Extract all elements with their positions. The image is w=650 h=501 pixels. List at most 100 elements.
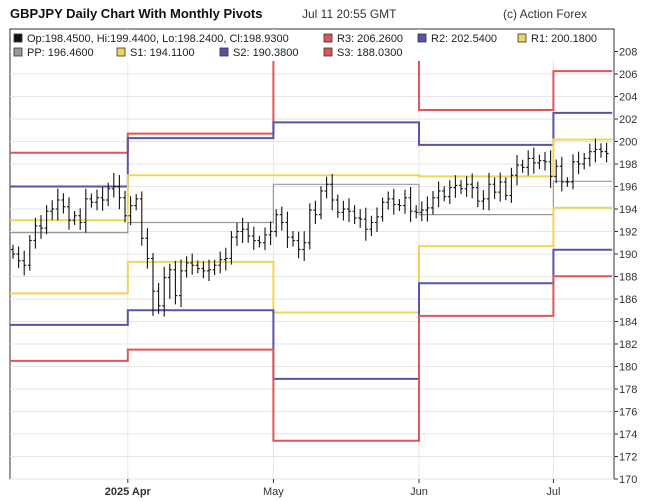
chart-timestamp: Jul 11 20:55 GMT bbox=[302, 7, 397, 21]
ohlc-bar bbox=[27, 235, 32, 271]
legend-item: PP: 196.4600 bbox=[13, 47, 94, 59]
ohlc-bar bbox=[503, 177, 508, 201]
ohlc-bar bbox=[459, 179, 463, 195]
pivot-line-s3 bbox=[10, 275, 613, 442]
pivot-line-s2 bbox=[10, 248, 613, 380]
ohlc-bar bbox=[403, 189, 407, 214]
ohlc-bar bbox=[492, 177, 497, 199]
y-tick-label: 190 bbox=[619, 249, 637, 261]
ohlc-bar bbox=[313, 200, 318, 225]
ohlc-bar bbox=[464, 176, 469, 197]
y-tick-label: 204 bbox=[619, 92, 637, 104]
y-tick-label: 208 bbox=[619, 47, 637, 59]
y-tick-label: 198 bbox=[619, 159, 637, 171]
y-tick-label: 174 bbox=[619, 429, 637, 441]
ohlc-bar bbox=[117, 175, 122, 210]
legend-swatch bbox=[13, 47, 23, 57]
ohlc-bar bbox=[291, 231, 295, 247]
legend-item: R2: 202.5400 bbox=[417, 33, 497, 45]
ohlc-bar bbox=[279, 206, 284, 231]
ohlc-bar bbox=[61, 193, 66, 214]
ohlc-bar bbox=[520, 159, 525, 173]
ohlc-bar bbox=[100, 186, 105, 211]
ohlc-bar bbox=[425, 196, 430, 222]
ohlc-bar bbox=[453, 175, 458, 198]
ohlc-bar bbox=[515, 155, 519, 186]
legend: Op:198.4500, Hi:199.4400, Lo:198.2400, C… bbox=[11, 30, 613, 61]
ohlc-bar bbox=[218, 251, 223, 274]
ohlc-bar bbox=[16, 246, 21, 269]
ohlc-bar bbox=[571, 154, 575, 190]
ohlc-bar bbox=[134, 194, 139, 211]
ohlc-bar bbox=[223, 247, 228, 271]
y-tick-label: 184 bbox=[619, 317, 637, 329]
legend-item: R1: 200.1800 bbox=[517, 33, 597, 45]
ohlc-bar bbox=[139, 191, 144, 246]
pivot-layer bbox=[10, 55, 613, 442]
ohlc-bar bbox=[151, 253, 155, 316]
ohlc-bar bbox=[604, 142, 609, 163]
ohlc-bar bbox=[201, 261, 206, 279]
ohlc-bar bbox=[397, 199, 402, 212]
ohlc-bar bbox=[179, 259, 183, 308]
ohlc-bar bbox=[358, 209, 363, 228]
x-tick-label: May bbox=[263, 486, 284, 498]
ohlc-bar bbox=[39, 215, 43, 239]
ohlc-bar bbox=[380, 197, 385, 222]
ohlc-bar bbox=[565, 177, 570, 187]
legend-label: PP: 196.4600 bbox=[27, 47, 94, 59]
x-tick-label: Jun bbox=[410, 486, 428, 498]
y-axis: 170 172 174 176 178 180 182 184 186 188 190 192 194 1… bbox=[614, 47, 637, 486]
ohlc-bar bbox=[330, 174, 335, 211]
legend-swatch bbox=[517, 33, 527, 43]
legend-label: Op:198.4500, Hi:199.4400, Lo:198.2400, C… bbox=[27, 33, 289, 45]
y-tick-label: 192 bbox=[619, 227, 637, 239]
ohlc-bar bbox=[548, 150, 553, 188]
pivot-line-s1 bbox=[10, 206, 613, 314]
y-tick-label: 194 bbox=[619, 204, 637, 216]
legend-background bbox=[11, 30, 613, 61]
y-tick-label: 196 bbox=[619, 182, 637, 194]
ohlc-bar bbox=[436, 181, 441, 208]
ohlc-bar bbox=[408, 186, 413, 223]
ohlc-bar bbox=[246, 222, 251, 243]
ohlc-bar bbox=[347, 198, 351, 223]
ohlc-bar bbox=[587, 143, 592, 167]
legend-label: S3: 188.0300 bbox=[337, 47, 402, 59]
legend-item: Op:198.4500, Hi:199.4400, Lo:198.2400, C… bbox=[13, 33, 289, 45]
pivot-line-pp bbox=[10, 180, 613, 234]
legend-item: S1: 194.1100 bbox=[116, 47, 195, 59]
legend-label: R1: 200.1800 bbox=[531, 33, 597, 45]
ohlc-bar bbox=[470, 173, 475, 199]
ohlc-bar bbox=[481, 190, 486, 210]
x-tick-label: Jul bbox=[546, 486, 560, 498]
ohlc-bar bbox=[263, 227, 267, 251]
legend-label: S2: 190.3800 bbox=[233, 47, 298, 59]
x-axis: 2025 Apr May Jun Jul bbox=[105, 479, 560, 498]
ohlc-bar bbox=[78, 208, 83, 230]
ohlc-bar bbox=[145, 228, 150, 269]
ohlc-bar bbox=[83, 188, 88, 233]
ohlc-bar bbox=[431, 191, 435, 215]
pivot-line-r2 bbox=[10, 111, 613, 188]
legend-item: S2: 190.3800 bbox=[219, 47, 298, 59]
ohlc-bar bbox=[274, 209, 279, 237]
ohlc-bar bbox=[307, 203, 312, 250]
ohlc-bar bbox=[235, 222, 239, 246]
ohlc-bar bbox=[543, 151, 547, 171]
ohlc-bar bbox=[268, 221, 273, 245]
legend-swatch bbox=[219, 47, 229, 57]
ohlc-bar bbox=[212, 259, 217, 276]
ohlc-bar bbox=[173, 260, 178, 305]
ohlc-bar bbox=[89, 193, 94, 208]
legend-label: R2: 202.5400 bbox=[431, 33, 497, 45]
y-tick-label: 178 bbox=[619, 384, 637, 396]
ohlc-bar bbox=[156, 283, 161, 314]
ohlc-bar bbox=[190, 253, 195, 275]
ohlc-bar bbox=[341, 200, 346, 221]
ohlc-bar bbox=[475, 181, 480, 208]
ohlc-bar bbox=[72, 211, 77, 225]
y-tick-label: 176 bbox=[619, 407, 637, 419]
legend-swatch bbox=[323, 33, 333, 43]
ohlc-bar bbox=[582, 152, 587, 170]
